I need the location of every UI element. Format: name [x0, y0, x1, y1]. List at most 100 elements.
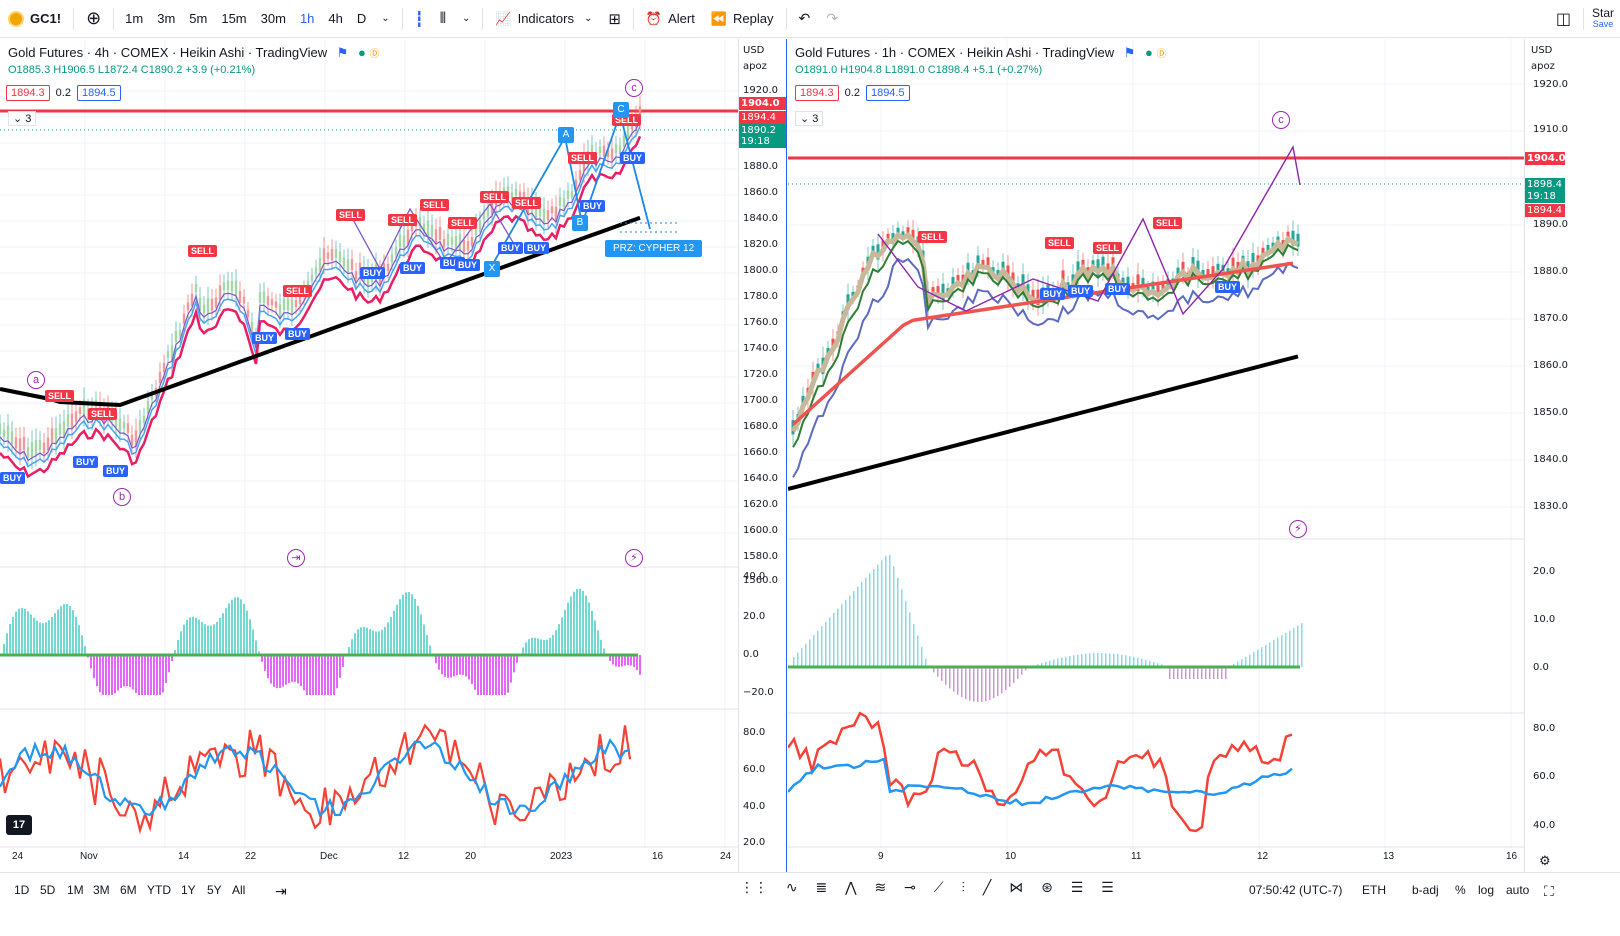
bid-price-button[interactable]: 1894.3 — [795, 85, 839, 101]
lightning-icon[interactable]: ⚡ — [1289, 520, 1307, 538]
osc-bar — [522, 647, 524, 655]
parallel-channel-icon[interactable]: ≋ — [874, 879, 887, 895]
candle-body — [956, 275, 960, 283]
candle-body — [976, 255, 980, 269]
candle-type-icon[interactable]: ⫴ — [439, 10, 446, 27]
range-button-1y[interactable]: 1Y — [181, 883, 196, 897]
chart-type-dropdown-icon[interactable]: ⌄ — [462, 13, 471, 24]
timeframe-3m[interactable]: 3m — [157, 11, 176, 26]
range-button-all[interactable]: All — [232, 883, 246, 897]
fib-tool-icon[interactable]: ≣ — [815, 879, 828, 895]
right-price-axis[interactable]: USD apoz 1920.0 1910.0 1890.0 1880.0 1870.0 186… — [1524, 39, 1620, 872]
save-layout-button[interactable]: Star Save — [1591, 5, 1614, 29]
osc-bar — [1257, 649, 1259, 667]
timeframe-15m[interactable]: 15m — [221, 11, 247, 26]
bid-price-button[interactable]: 1894.3 — [6, 85, 50, 101]
range-button-1m[interactable]: 1M — [67, 883, 84, 897]
replay-button[interactable]: ⏪ Replay — [710, 10, 774, 27]
bar-style-icon[interactable]: ┇ — [414, 10, 424, 28]
right-chart-canvas[interactable] — [788, 39, 1524, 872]
layout-split-icon[interactable]: ◫ — [1555, 10, 1571, 28]
abc-pattern-icon[interactable]: ⋀ — [845, 879, 857, 895]
range-button-1d[interactable]: 1D — [14, 883, 30, 897]
osc-bar — [141, 655, 143, 695]
fullscreen-icon[interactable]: ⛶ — [1544, 883, 1554, 899]
price-axis-label: 1904.0 — [739, 97, 786, 110]
timeframe-1h[interactable]: 1h — [299, 11, 315, 26]
timeframe-30m[interactable]: 30m — [260, 11, 286, 26]
osc-bar — [198, 619, 200, 655]
left-chart-canvas[interactable] — [0, 39, 738, 872]
gann-fan-icon[interactable]: ⊛ — [1041, 879, 1053, 895]
range-button-ytd[interactable]: YTD — [147, 883, 171, 897]
indicators-button[interactable]: 📈 Indicators ⌄ — [495, 10, 593, 27]
range-button-5d[interactable]: 5D — [40, 883, 56, 897]
buy-signal: BUY — [285, 328, 311, 340]
indicators-collapse-button[interactable]: ⌄ 3 — [795, 111, 824, 126]
osc-bar — [985, 667, 987, 702]
osc-bar — [905, 600, 907, 667]
lightning-icon[interactable]: ⚡ — [625, 549, 643, 567]
line-tool-icon[interactable]: ╱ — [982, 879, 992, 895]
drag-handle-icon[interactable]: ⋮⋮ — [740, 879, 768, 895]
pitchfork-icon[interactable]: ⫶ — [961, 879, 965, 895]
goto-date-icon[interactable]: ⇥ — [275, 883, 287, 899]
candle-body — [986, 257, 990, 270]
candle-body — [202, 304, 206, 314]
candle-body — [290, 299, 294, 315]
price-axis-label: 1830.0 — [1533, 501, 1568, 512]
xabcd-pattern-icon[interactable]: ⋈ — [1009, 879, 1024, 895]
left-ohlc-readout: O1885.3 H1906.5 L1872.4 C1890.2 +3.9 (+0… — [8, 64, 256, 76]
range-button-3m[interactable]: 3M — [93, 883, 110, 897]
osc-bar — [516, 655, 518, 663]
timeframe-1m[interactable]: 1m — [125, 11, 144, 26]
redo-icon[interactable]: ↷ — [826, 10, 838, 26]
indicators-collapse-button[interactable]: ⌄ 3 — [8, 111, 37, 126]
price-axis-label: 1640.0 — [743, 473, 778, 484]
wave-tool-icon[interactable]: ∿ — [785, 879, 798, 895]
timeframe-4h[interactable]: 4h — [328, 11, 343, 26]
osc-bar — [33, 617, 35, 655]
range-button-5y[interactable]: 5Y — [207, 883, 222, 897]
option-b-adj[interactable]: b-adj — [1412, 883, 1439, 897]
layouts-grid-icon[interactable]: ⊞ — [608, 10, 621, 28]
sell-signal: SELL — [45, 390, 75, 402]
candle-body — [14, 437, 18, 449]
price-axis-label: 1880.0 — [743, 161, 778, 172]
option-log[interactable]: log — [1478, 883, 1495, 897]
settings-lines-icon[interactable]: ☰ — [1101, 879, 1114, 895]
timeframe-d[interactable]: D — [356, 11, 367, 26]
gear-icon[interactable]: ⚙ — [1539, 853, 1551, 868]
price-axis-label: 1600.0 — [743, 525, 778, 536]
flag-icon: ⚑ — [336, 45, 349, 60]
osc-bar — [255, 640, 257, 655]
ask-price-button[interactable]: 1894.5 — [76, 85, 121, 101]
ask-price-button[interactable]: 1894.5 — [865, 85, 910, 101]
horizontal-ray-icon[interactable]: ⊸ — [904, 879, 916, 895]
scroll-to-realtime-icon[interactable]: ⇥ — [287, 549, 305, 567]
compare-add-icon[interactable]: ⊕ — [86, 8, 102, 28]
session-button[interactable]: ETH — [1362, 883, 1386, 897]
left-price-axis[interactable]: USD apoz 1920.0 1880.0 1860.0 1840.0 1820.0 180… — [738, 39, 787, 872]
fib-retracement-icon[interactable]: ☰ — [1070, 879, 1084, 895]
clock-readout[interactable]: 07:50:42 (UTC-7) — [1249, 883, 1343, 897]
undo-icon[interactable]: ↶ — [798, 10, 811, 26]
right-chart-panel[interactable]: Gold Futures · 1h · COMEX · Heikin Ashi … — [788, 39, 1524, 872]
timeframe-5m[interactable]: 5m — [189, 11, 208, 26]
osc-bar — [378, 631, 380, 655]
candle-body — [10, 431, 14, 445]
option-percent[interactable]: % — [1455, 883, 1466, 897]
left-chart-panel[interactable]: Gold Futures · 4h · COMEX · Heikin Ashi … — [0, 39, 738, 872]
trend-line-icon[interactable]: ⟋ — [933, 879, 944, 895]
alert-button[interactable]: ⏰ Alert — [645, 10, 695, 27]
candle-body — [981, 259, 985, 267]
osc-bar — [624, 655, 626, 666]
buy-signal: BUY — [524, 242, 550, 254]
osc-bar — [618, 655, 620, 667]
symbol-search[interactable]: GC1! — [0, 0, 69, 38]
osc-bar — [993, 667, 995, 699]
timeframe-dropdown-icon[interactable]: ⌄ — [381, 13, 390, 24]
option-auto[interactable]: auto — [1506, 883, 1530, 897]
range-button-6m[interactable]: 6M — [120, 883, 137, 897]
candle-body — [358, 262, 362, 276]
